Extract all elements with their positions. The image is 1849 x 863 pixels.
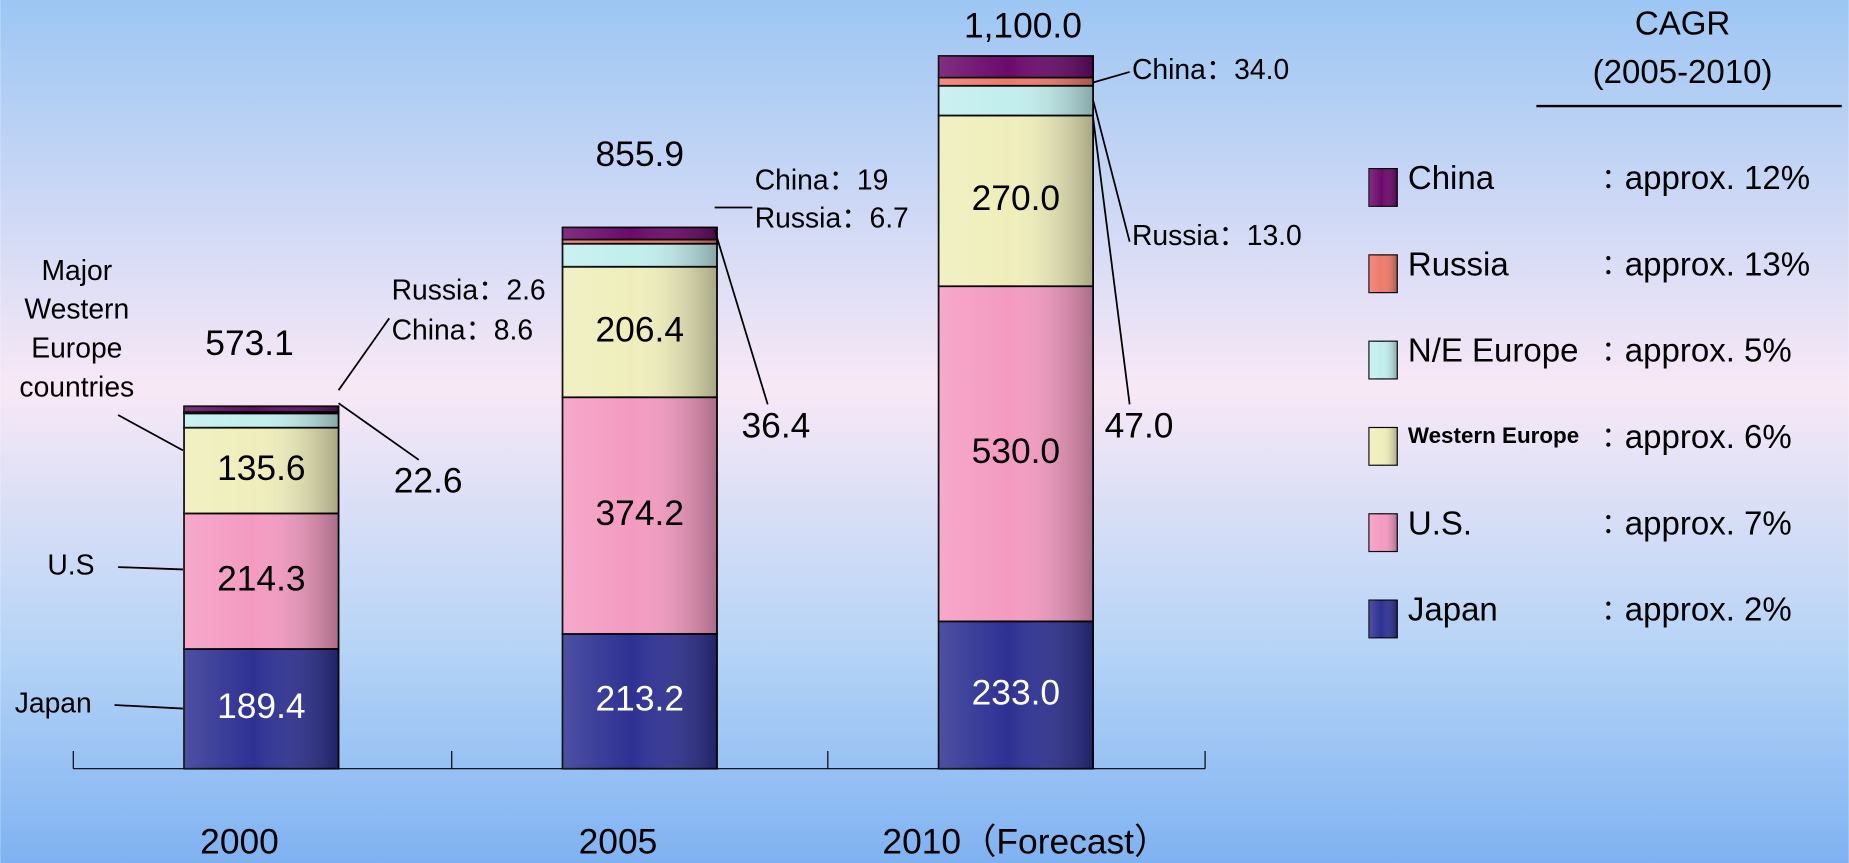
bar-segment xyxy=(937,55,1094,79)
bar-segment xyxy=(183,405,340,413)
legend-label: Russia xyxy=(1408,245,1510,282)
value-label: 189.4 xyxy=(217,687,306,726)
legend-label: China xyxy=(1408,159,1495,196)
total-label: 573.1 xyxy=(205,324,294,363)
value-label: 22.6 xyxy=(394,462,463,501)
legend-cagr: approx. 5% xyxy=(1625,332,1792,369)
series-name: Russia xyxy=(1132,220,1219,252)
series-name: China xyxy=(1132,53,1206,85)
callout-label: China：34.0 xyxy=(1132,53,1289,85)
x-tick-label: 2000 xyxy=(200,822,279,861)
value: 34.0 xyxy=(1234,53,1289,85)
separator: ： xyxy=(829,164,857,196)
series-name: China xyxy=(392,314,466,346)
legend-title: (2005-2010) xyxy=(1593,53,1773,90)
value-label: 214.3 xyxy=(217,560,306,599)
leader-line xyxy=(338,402,420,461)
callout-label: Russia：13.0 xyxy=(1132,220,1302,252)
separator: ： xyxy=(841,202,869,234)
side-label: Major xyxy=(41,254,112,286)
bar-segment xyxy=(561,242,718,268)
callout-label: Russia：6.7 xyxy=(755,202,909,234)
x-tick-label: 2005 xyxy=(579,822,658,861)
leader-line xyxy=(1092,71,1130,84)
value-label: 530.0 xyxy=(972,432,1060,471)
shading xyxy=(1368,341,1398,379)
bar-segment xyxy=(561,226,718,241)
value: 13.0 xyxy=(1247,220,1302,252)
shading xyxy=(1368,254,1398,293)
shading xyxy=(1368,600,1398,638)
value-label: 135.6 xyxy=(217,449,306,488)
leader-line xyxy=(114,704,183,710)
legend-label: N/E Europe xyxy=(1408,332,1579,369)
series-name: China xyxy=(755,164,829,196)
legend-separator: ： xyxy=(1601,162,1629,194)
shading xyxy=(1368,427,1398,466)
legend-separator: ： xyxy=(1601,593,1629,625)
value-label: 36.4 xyxy=(742,406,811,445)
callout-label: Russia：2.6 xyxy=(392,274,546,306)
bar-segment xyxy=(937,84,1094,117)
separator: ： xyxy=(1206,53,1234,85)
shading xyxy=(1368,168,1398,207)
value: 8.6 xyxy=(494,314,533,346)
legend-label: U.S. xyxy=(1408,504,1472,541)
series-name: Russia xyxy=(755,202,842,234)
legend-separator: ： xyxy=(1601,248,1629,280)
leader-line xyxy=(713,229,769,405)
side-label: U.S xyxy=(47,549,94,581)
total-label: 855.9 xyxy=(596,135,685,174)
legend-cagr: approx. 7% xyxy=(1625,504,1792,541)
series-name: Russia xyxy=(392,274,479,306)
legend-separator: ： xyxy=(1601,421,1629,453)
callout-label: China：8.6 xyxy=(392,314,534,346)
total-label: 1,100.0 xyxy=(964,7,1082,46)
legend-separator: ： xyxy=(1601,507,1629,539)
separator: ： xyxy=(1218,220,1246,252)
leader-line xyxy=(117,414,184,452)
callout-label: China：19 xyxy=(755,164,889,196)
value: 6.7 xyxy=(869,202,908,234)
legend-separator: ： xyxy=(1601,334,1629,366)
legend-cagr: approx. 13% xyxy=(1625,245,1810,282)
legend-cagr: approx. 6% xyxy=(1625,418,1792,455)
separator: ： xyxy=(478,274,506,306)
value: 2.6 xyxy=(506,274,545,306)
legend-label: Western Europe xyxy=(1408,423,1579,448)
bar-segment xyxy=(937,76,1094,87)
legend-cagr: approx. 2% xyxy=(1625,591,1792,628)
legend-title: CAGR xyxy=(1635,5,1730,42)
side-label: Western xyxy=(24,293,129,325)
shading xyxy=(1368,513,1398,552)
bar-segment xyxy=(183,412,340,429)
leader-line xyxy=(1092,117,1131,405)
leader-line xyxy=(337,317,390,391)
legend-cagr: approx. 12% xyxy=(1625,159,1810,196)
value: 19 xyxy=(857,164,888,196)
side-label: countries xyxy=(19,371,134,403)
value-label: 233.0 xyxy=(972,673,1060,712)
legend-label: Japan xyxy=(1408,591,1498,628)
value-label: 270.0 xyxy=(972,179,1060,218)
leader-line xyxy=(118,566,183,571)
value-label: 213.2 xyxy=(596,680,685,719)
leader-line xyxy=(1092,99,1131,242)
x-tick-label: 2010（Forecast） xyxy=(882,822,1169,861)
value-label: 206.4 xyxy=(596,310,685,349)
side-label: Europe xyxy=(31,332,122,364)
value-label: 47.0 xyxy=(1105,406,1174,445)
separator: ： xyxy=(466,314,494,346)
value-label: 374.2 xyxy=(596,494,685,533)
side-label: Japan xyxy=(15,686,92,718)
